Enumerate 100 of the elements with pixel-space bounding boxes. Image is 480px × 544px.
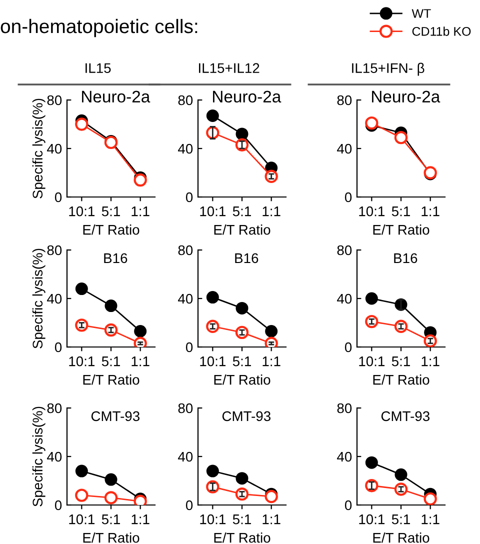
point [236,128,248,140]
x-axis-title: E/T Ratio [83,374,140,385]
x-axis-title: E/T Ratio [214,374,270,385]
x-axis-title: E/T Ratio [373,532,430,543]
x-axis-title: E/T Ratio [373,224,430,235]
point [104,300,118,312]
point [264,490,278,504]
x-tick-label: 5:1 [102,206,120,216]
y-tick-label: 0 [54,192,62,202]
point [206,110,219,122]
x-tick-label: 5:1 [392,356,410,366]
chart-subtitle: CMT-93 [91,411,140,422]
point [424,492,437,505]
x-tick-label: 1:1 [132,206,150,216]
x-tick-label: 5:1 [232,514,251,524]
point [365,116,378,130]
x-tick-label: 1:1 [132,514,150,524]
x-tick-label: 1:1 [422,206,440,216]
y-tick-label: 80 [47,95,62,106]
x-tick-label: 5:1 [392,206,410,216]
legend-label: WT [412,9,431,18]
x-tick-label: 10:1 [359,206,385,216]
y-tick-label: 0 [54,342,62,352]
point [134,173,147,187]
chart-subtitle: Neuro-2a [372,90,440,103]
x-tick-label: 10:1 [69,206,95,216]
y-tick-label: 40 [178,294,193,304]
x-tick-label: 1:1 [262,356,280,366]
x-tick-label: 1:1 [262,514,280,524]
x-tick-label: 5:1 [392,514,410,524]
y-tick-label: 40 [178,452,193,462]
chart-subtitle: B16 [394,253,418,264]
x-tick-label: 10:1 [69,356,95,366]
y-tick-label: 80 [178,403,193,414]
text: on-hematopoietic cells: [0,18,198,38]
y-tick-label: 40 [47,452,62,462]
legend-label: CD11b KO [412,26,471,36]
x-tick-label: 1:1 [422,356,440,366]
chart-subtitle: B16 [235,253,258,264]
y-tick-label: 0 [186,500,193,510]
point [75,488,88,502]
x-axis-title: E/T Ratio [83,224,140,235]
point [104,491,118,504]
chart-title: IL15+IL12 [198,63,260,74]
x-tick-label: 10:1 [359,514,385,524]
chart-title: IL15+IFN- β [352,62,424,76]
point [394,468,408,481]
y-tick-label: 80 [178,245,193,256]
y-tick-label: 40 [47,144,62,154]
point [365,456,378,469]
x-tick-label: 10:1 [69,514,95,524]
x-axis-title: E/T Ratio [83,532,140,543]
point [104,473,118,486]
chart-subtitle: Neuro-2a [82,90,150,103]
y-axis-title: Specific lysis(%) [32,98,46,198]
x-axis-title: E/T Ratio [373,374,430,385]
x-tick-label: 5:1 [102,356,120,366]
x-tick-label: 5:1 [232,356,251,366]
x-tick-label: 10:1 [200,356,226,366]
y-tick-label: 0 [344,500,352,510]
y-tick-label: 0 [186,342,193,352]
point [394,130,408,144]
x-axis-title: E/T Ratio [214,532,270,543]
y-axis-title: Specific lysis(%) [32,406,46,506]
y-tick-label: 0 [344,192,352,202]
point [265,324,278,338]
y-tick-label: 80 [47,403,62,414]
x-tick-label: 1:1 [422,514,440,524]
point [206,464,219,478]
x-tick-label: 5:1 [102,514,120,524]
chart-title: IL15 [86,63,111,74]
point [75,118,88,131]
point [134,324,147,338]
point [365,292,378,305]
point [75,464,88,478]
chart-subtitle: B16 [104,253,128,264]
x-tick-label: 10:1 [359,356,385,366]
chart-subtitle: CMT-93 [222,411,270,422]
chart-subtitle: CMT-93 [381,411,430,422]
chart-subtitle: Neuro-2a [213,90,282,103]
point [75,282,88,296]
y-tick-label: 80 [47,245,62,256]
x-tick-label: 1:1 [262,206,280,216]
x-axis-title: E/T Ratio [214,224,270,235]
x-tick-label: 10:1 [200,206,226,216]
point [236,472,248,485]
y-tick-label: 0 [344,342,352,352]
point [206,291,219,304]
y-tick-label: 40 [337,452,352,462]
x-tick-label: 5:1 [232,206,251,216]
y-tick-label: 40 [337,144,352,154]
y-tick-label: 40 [178,144,193,154]
y-tick-label: 0 [186,192,193,202]
y-tick-label: 80 [178,95,193,106]
y-tick-label: 80 [337,245,352,256]
y-tick-label: 40 [337,294,352,304]
y-tick-label: 80 [337,95,352,106]
y-tick-label: 80 [337,403,352,414]
x-tick-label: 1:1 [132,356,150,366]
y-tick-label: 0 [54,500,62,510]
